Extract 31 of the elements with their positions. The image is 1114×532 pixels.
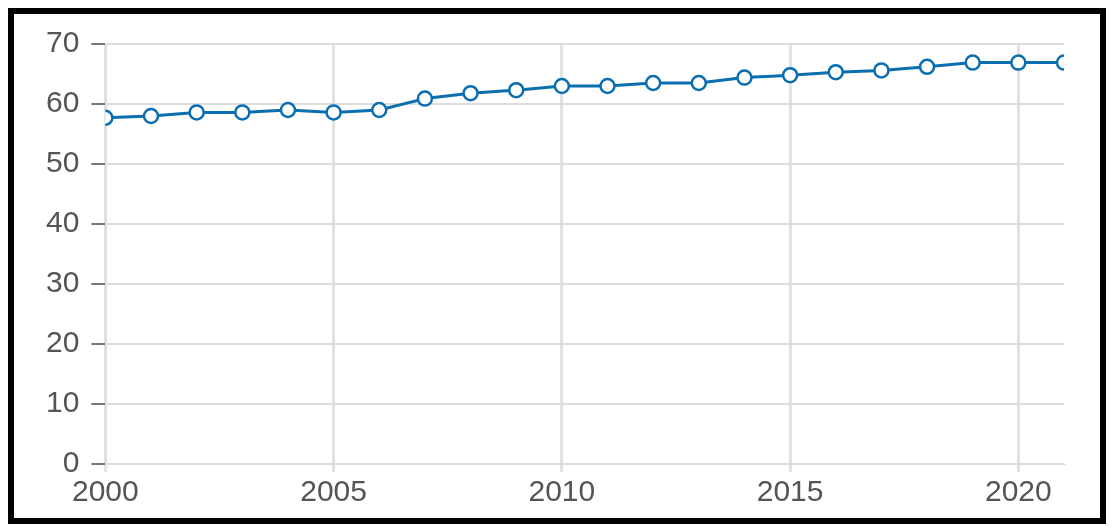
y-tick-label: 50 xyxy=(45,145,80,179)
point xyxy=(553,77,571,95)
point xyxy=(599,77,616,95)
point xyxy=(142,107,160,125)
point xyxy=(371,101,388,119)
x-tick-label: 2010 xyxy=(528,474,596,508)
point xyxy=(827,63,845,81)
point xyxy=(644,74,662,92)
point xyxy=(416,90,434,107)
point xyxy=(188,104,205,121)
point xyxy=(1010,54,1027,71)
point xyxy=(781,66,799,84)
point xyxy=(234,104,251,121)
x-tick-label: 2015 xyxy=(756,474,824,508)
point xyxy=(873,62,890,79)
y-tick-label: 20 xyxy=(45,325,80,359)
point xyxy=(918,58,936,76)
point xyxy=(964,54,981,71)
point xyxy=(690,74,708,92)
y-tick-label: 60 xyxy=(45,85,80,119)
point xyxy=(507,81,525,99)
point xyxy=(279,101,297,119)
point xyxy=(462,84,479,102)
point xyxy=(736,69,753,86)
y-tick-label: 70 xyxy=(45,25,80,59)
point xyxy=(325,104,342,121)
x-tick-label: 2005 xyxy=(300,474,367,508)
y-tick-label: 30 xyxy=(45,265,80,299)
y-tick-label: 10 xyxy=(45,385,80,419)
x-tick-label: 2020 xyxy=(984,474,1052,508)
y-tick-label: 40 xyxy=(45,205,80,239)
